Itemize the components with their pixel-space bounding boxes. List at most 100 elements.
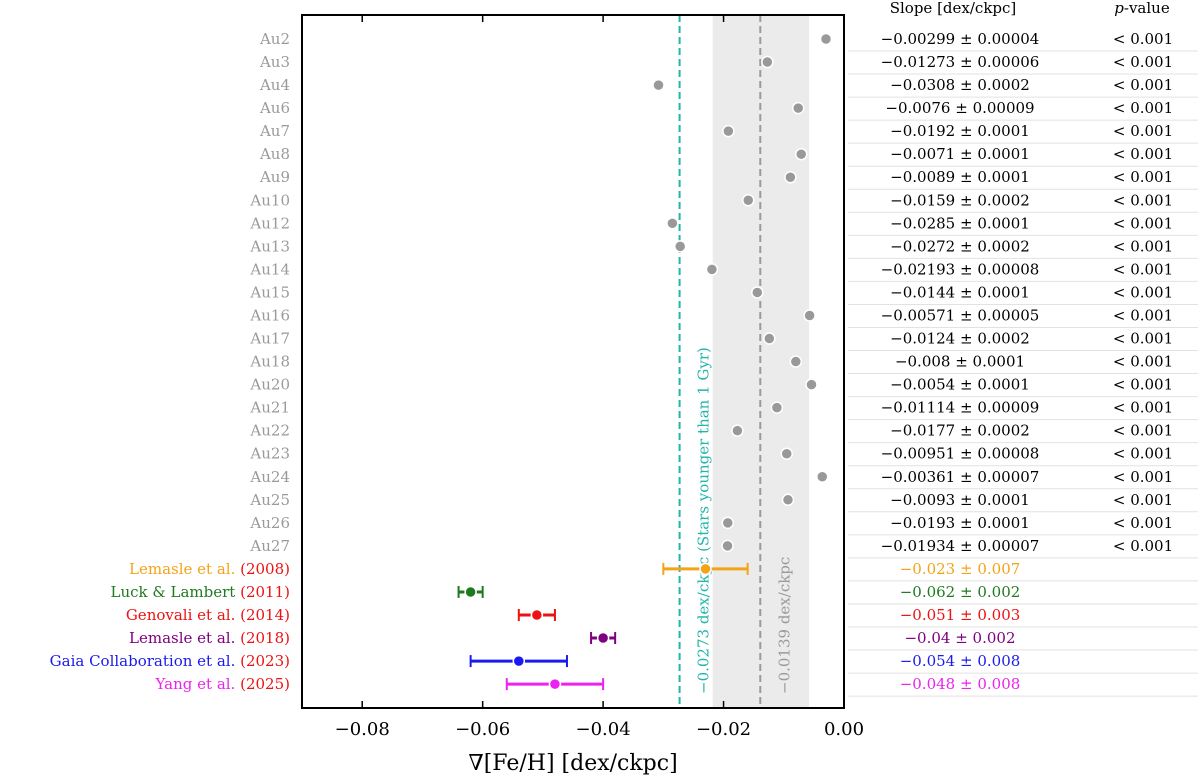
- simulation-pvalue-au2: < 0.001: [1113, 30, 1173, 48]
- simulation-label-au23: Au23: [249, 445, 290, 463]
- simulation-label-au7: Au7: [259, 122, 290, 140]
- simulation-point-au16: [803, 309, 816, 322]
- obs-5-label-name: Gaia Collaboration et al.: [50, 652, 240, 670]
- simulation-slope-au22: −0.0177 ± 0.0002: [890, 422, 1030, 440]
- obs-1-label: Lemasle et al. (2008): [129, 560, 290, 578]
- x-axis-title: ∇[Fe/H] [dex/ckpc]: [468, 751, 677, 776]
- obs-6-label-name: Yang et al.: [154, 675, 240, 693]
- simulation-point-au22: [731, 424, 744, 437]
- simulation-slope-au27: −0.01934 ± 0.00007: [881, 537, 1040, 555]
- simulation-slope-au21: −0.01114 ± 0.00009: [881, 399, 1040, 417]
- simulation-label-au27: Au27: [249, 537, 290, 555]
- simulation-slope-au10: −0.0159 ± 0.0002: [890, 191, 1030, 209]
- obs-1-point: [699, 562, 712, 576]
- simulation-slope-au12: −0.0285 ± 0.0001: [890, 214, 1030, 232]
- x-tick-label: −0.08: [335, 719, 390, 740]
- simulation-slope-au25: −0.0093 ± 0.0001: [890, 491, 1030, 509]
- obs-6-point: [548, 677, 562, 691]
- simulation-label-au2: Au2: [259, 30, 290, 48]
- simulation-slope-au8: −0.0071 ± 0.0001: [890, 145, 1030, 163]
- simulation-label-au13: Au13: [249, 237, 290, 255]
- simulation-slope-au7: −0.0192 ± 0.0001: [890, 122, 1030, 140]
- obs-2-slope: −0.062 ± 0.002: [900, 583, 1021, 601]
- simulation-slope-au14: −0.02193 ± 0.00008: [881, 260, 1040, 278]
- obs-5-point: [512, 654, 526, 668]
- simulation-label-au15: Au15: [249, 283, 290, 301]
- obs-3-point: [530, 608, 544, 622]
- x-tick-label: −0.06: [455, 719, 510, 740]
- simulation-pvalue-au21: < 0.001: [1113, 399, 1173, 417]
- simulation-point-au26: [721, 516, 735, 530]
- simulation-point-au6: [791, 101, 805, 115]
- simulation-point-au17: [763, 332, 776, 345]
- simulation-pvalue-au18: < 0.001: [1113, 353, 1173, 371]
- simulation-pvalue-au13: < 0.001: [1113, 237, 1173, 255]
- obs-4-point: [596, 631, 610, 645]
- simulation-pvalue-au15: < 0.001: [1113, 283, 1173, 301]
- simulation-pvalue-au3: < 0.001: [1113, 53, 1173, 71]
- simulation-label-au8: Au8: [259, 145, 290, 163]
- simulation-slope-au3: −0.01273 ± 0.00006: [881, 53, 1040, 71]
- simulation-point-au14: [705, 263, 719, 276]
- simulation-label-au12: Au12: [249, 214, 290, 232]
- simulation-point-au21: [770, 401, 784, 414]
- simulation-point-au8: [794, 147, 808, 161]
- simulation-point-au4: [652, 78, 665, 92]
- obs-3-label-year: (2014): [240, 606, 290, 624]
- obs-1-label-name: Lemasle et al.: [129, 560, 240, 578]
- obs-4-label: Lemasle et al. (2018): [129, 629, 290, 647]
- simulation-label-au21: Au21: [249, 399, 290, 417]
- simulation-slope-au15: −0.0144 ± 0.0001: [890, 283, 1030, 301]
- simulation-pvalue-au25: < 0.001: [1113, 491, 1173, 509]
- obs-2-point: [464, 585, 477, 599]
- simulation-slope-au2: −0.00299 ± 0.00004: [881, 30, 1040, 48]
- simulation-label-au9: Au9: [259, 168, 290, 186]
- simulation-label-au16: Au16: [249, 306, 290, 324]
- simulation-pvalue-au8: < 0.001: [1113, 145, 1173, 163]
- reference-line-label-2: −0.0139 dex/ckpc: [775, 557, 793, 694]
- simulation-point-au15: [751, 286, 764, 299]
- simulation-label-au24: Au24: [249, 468, 290, 486]
- simulation-label-au10: Au10: [249, 191, 290, 209]
- obs-1-label-year: (2008): [240, 560, 290, 578]
- simulation-pvalue-au27: < 0.001: [1113, 537, 1173, 555]
- obs-1-slope: −0.023 ± 0.007: [900, 560, 1021, 578]
- simulation-slope-au4: −0.0308 ± 0.0002: [890, 76, 1030, 94]
- simulation-point-au24: [816, 470, 829, 484]
- simulation-label-au14: Au14: [249, 260, 290, 278]
- simulation-label-au22: Au22: [249, 422, 290, 440]
- obs-5-label: Gaia Collaboration et al. (2023): [50, 652, 290, 670]
- simulation-label-au3: Au3: [259, 53, 290, 71]
- simulation-point-au20: [805, 378, 818, 391]
- simulation-pvalue-au17: < 0.001: [1113, 330, 1173, 348]
- simulation-point-au25: [781, 493, 795, 507]
- simulation-slope-au6: −0.0076 ± 0.00009: [885, 99, 1034, 117]
- obs-6-label-year: (2025): [240, 675, 290, 693]
- simulation-slope-au24: −0.00361 ± 0.00007: [881, 468, 1040, 486]
- simulation-label-au18: Au18: [249, 353, 290, 371]
- obs-3-label-name: Genovali et al.: [126, 606, 240, 624]
- x-axis: −0.08 −0.06 −0.04 −0.02 0.00 ∇[Fe/H] [dex/ckp…: [335, 15, 864, 776]
- simulation-slope-au17: −0.0124 ± 0.0002: [890, 330, 1030, 348]
- simulation-pvalue-au26: < 0.001: [1113, 514, 1173, 532]
- simulation-pvalue-au23: < 0.001: [1113, 445, 1173, 463]
- simulation-label-au6: Au6: [259, 99, 290, 117]
- simulation-slope-au9: −0.0089 ± 0.0001: [890, 168, 1030, 186]
- obs-3-slope: −0.051 ± 0.003: [900, 606, 1021, 624]
- simulation-pvalue-au14: < 0.001: [1113, 260, 1173, 278]
- simulation-slope-au18: −0.008 ± 0.0001: [895, 353, 1025, 371]
- simulation-label-au4: Au4: [259, 76, 290, 94]
- obs-2-label: Luck & Lambert (2011): [111, 583, 290, 601]
- simulation-pvalue-au6: < 0.001: [1113, 99, 1173, 117]
- pvalue-header-rest: -value: [1124, 0, 1170, 17]
- plot-frame: [301, 14, 845, 709]
- obs-4-label-name: Lemasle et al.: [129, 629, 240, 647]
- simulation-point-au27: [721, 539, 734, 553]
- obs-6-label: Yang et al. (2025): [154, 675, 290, 693]
- simulation-slope-au23: −0.00951 ± 0.00008: [881, 445, 1040, 463]
- simulation-point-au9: [784, 170, 797, 184]
- simulation-pvalue-au9: < 0.001: [1113, 168, 1173, 186]
- slope-table: Slope [dex/ckpc] p-value −0.00299 ± 0.00…: [848, 0, 1198, 697]
- simulation-label-au17: Au17: [249, 330, 290, 348]
